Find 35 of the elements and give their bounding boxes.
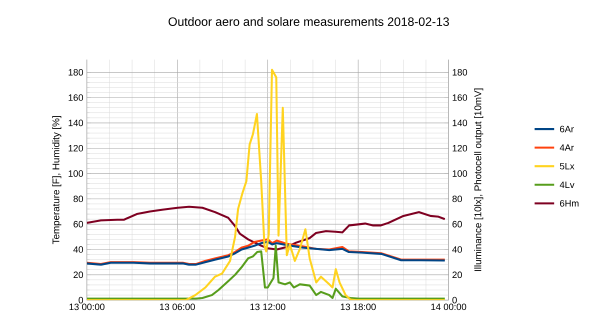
y2-tick-label: 160 (452, 94, 468, 101)
y2-tick-label: 140 (452, 119, 468, 126)
line-series (86, 206, 446, 250)
y2-tick-label: 180 (452, 68, 468, 76)
y-tick-label: 140 (68, 119, 84, 126)
x-tick-label: 13 18:00 (340, 303, 376, 310)
x-tick-label: 13 06:00 (160, 303, 195, 310)
y2-tick-label: 0 (452, 296, 457, 304)
y2-tick-label: 80 (452, 195, 462, 202)
y-tick-label: 20 (74, 271, 84, 278)
x-tick-label: 13 12:00 (250, 303, 286, 310)
y2-tick-label: 60 (452, 220, 462, 228)
y2-tick-label: 100 (452, 170, 468, 177)
y-tick-label: 40 (73, 246, 84, 253)
y-axis-title: Temperature [F], Humidity [%] (52, 116, 62, 244)
y-tick-label: 160 (68, 94, 84, 101)
y-tick-label: 80 (74, 195, 84, 202)
y-tick-label: 0 (78, 296, 84, 304)
y2-axis-title: Illuminance [10lx], Photocell output [10mV] (474, 88, 484, 271)
y-tick-label: 180 (68, 68, 84, 76)
legend-label: 6Hm (560, 200, 578, 206)
y2-tick-label: 40 (452, 246, 462, 253)
y-tick-label: 60 (74, 220, 84, 228)
line-series (86, 244, 446, 300)
y2-tick-label: 20 (452, 271, 462, 278)
x-tick-label: 13 00:00 (70, 303, 104, 310)
x-tick-label: 14 00:00 (431, 303, 466, 310)
legend-label: 6Ar (560, 126, 574, 132)
y-tick-label: 100 (68, 170, 84, 177)
legend-label: 5Lx (560, 162, 574, 170)
y-tick-label: 120 (68, 144, 84, 152)
legend-label: 4Ar (560, 144, 574, 151)
y2-tick-label: 120 (452, 144, 468, 152)
legend-label: 4Lv (560, 181, 574, 188)
chart-title: Outdoor aero and solare measurements 2018-02-13 (168, 16, 449, 26)
